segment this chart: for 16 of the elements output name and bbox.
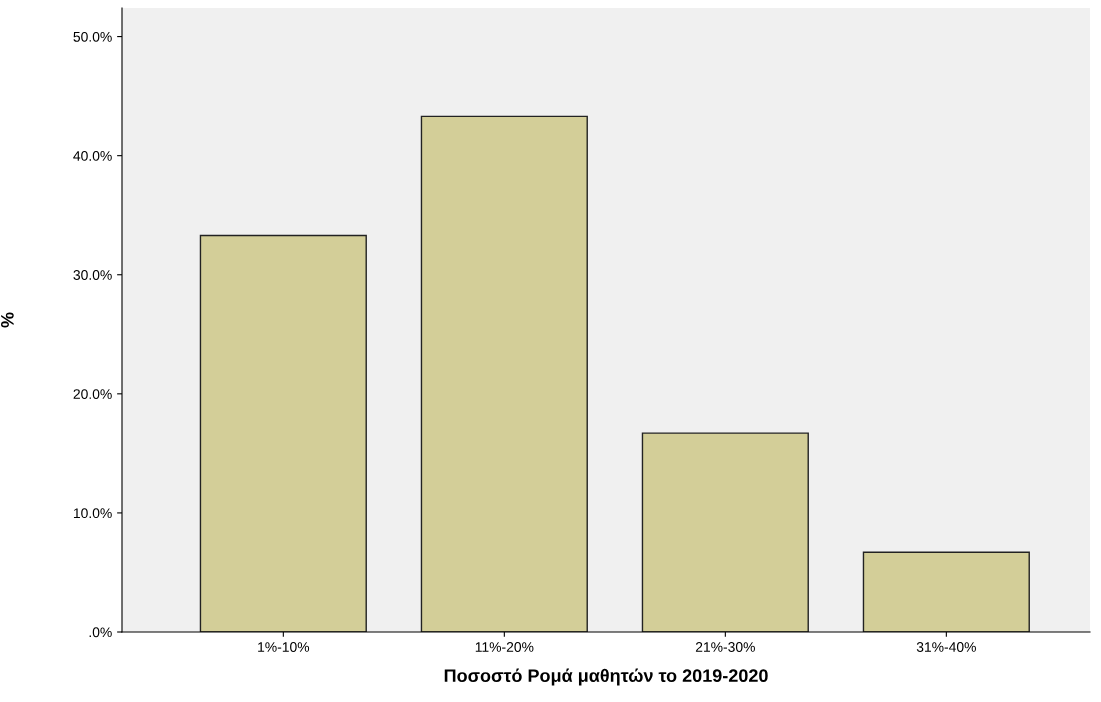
x-tick-label: 11%-20% — [475, 642, 534, 652]
bar — [862, 551, 1030, 632]
y-tick-label: 20.0% — [73, 389, 112, 399]
y-tick-label: 40.0% — [73, 151, 112, 161]
y-tick-label: .0% — [89, 627, 112, 638]
bar — [420, 115, 588, 632]
y-tick-label: 50.0% — [73, 31, 112, 42]
y-tick-label: 30.0% — [73, 270, 112, 280]
bar — [199, 234, 367, 632]
x-tick-label: 1%-10% — [258, 642, 310, 652]
x-tick-label: 31%-40% — [916, 642, 976, 652]
x-axis-title: Ποσοστό Ρομά μαθητών το 2019-2020 — [444, 668, 768, 686]
y-tick-label: 10.0% — [73, 508, 112, 519]
y-axis-title: % — [1, 312, 14, 328]
x-tick-label: 21%-30% — [695, 642, 755, 652]
bar — [641, 432, 809, 632]
